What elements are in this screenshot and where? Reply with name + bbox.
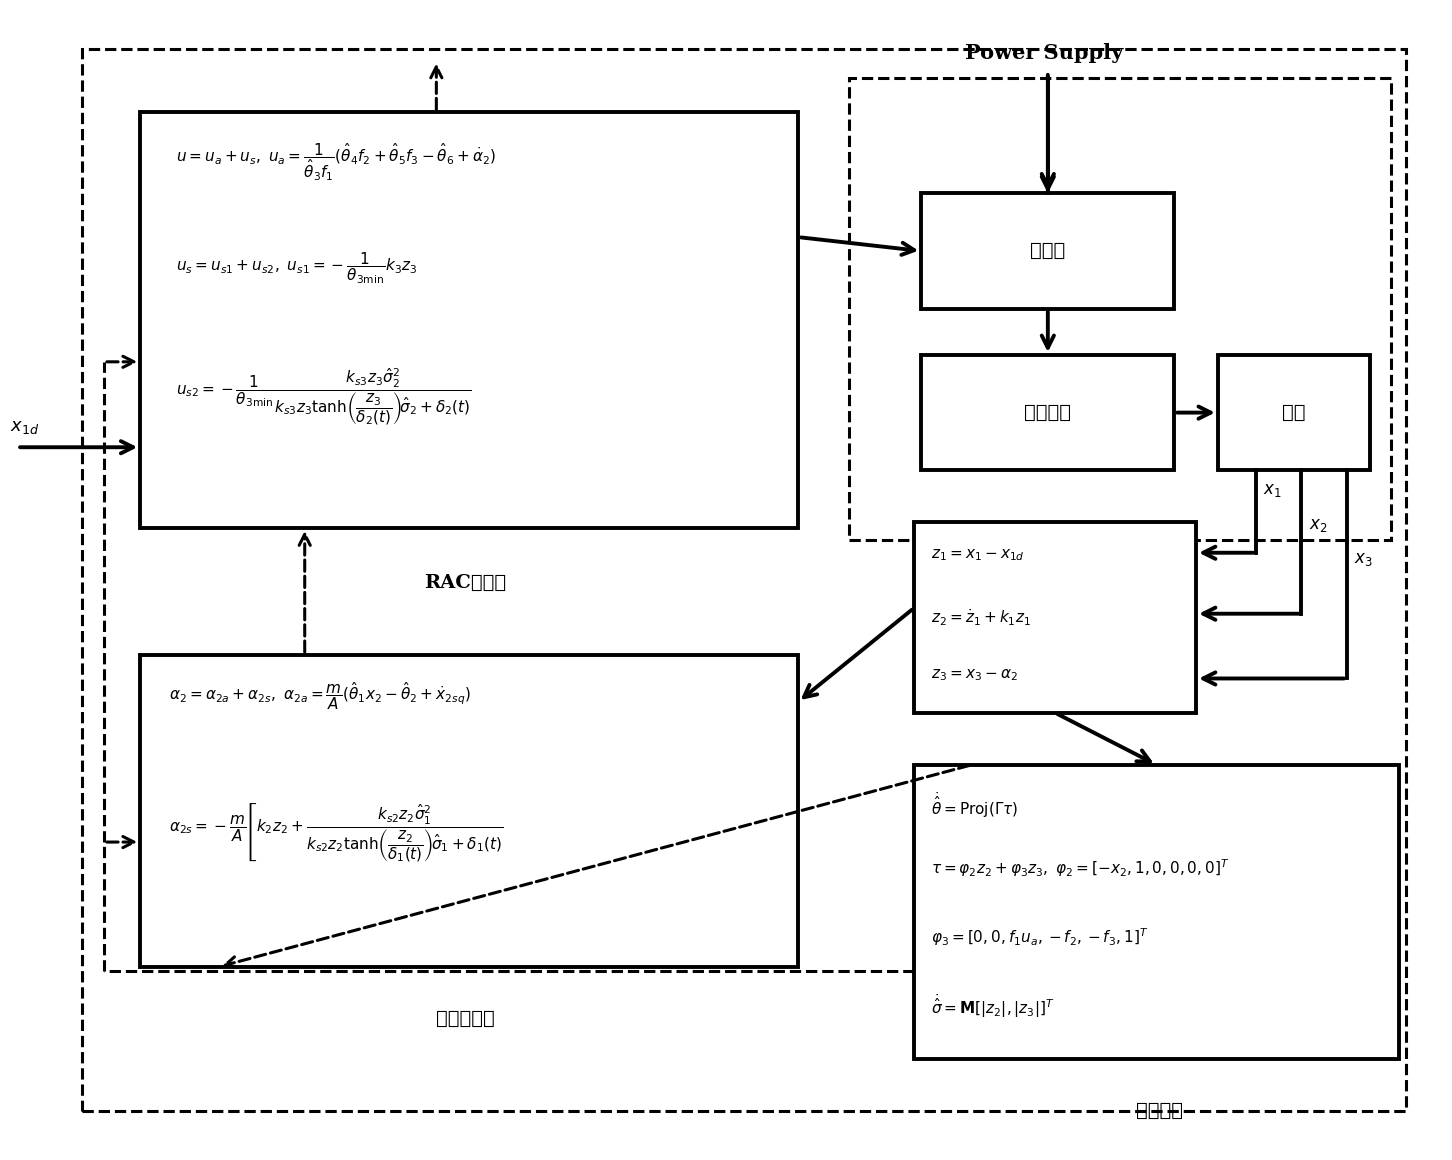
Bar	[915, 764, 1398, 1059]
Text: $\alpha_{2s} = -\dfrac{m}{A}\!\left[k_2 z_2 + \dfrac{k_{s2} z_2 \hat{\sigma}_1^2: $\alpha_{2s} = -\dfrac{m}{A}\!\left[k_2 …	[168, 802, 504, 864]
Bar	[921, 194, 1175, 309]
Text: $x_{1d}$: $x_{1d}$	[10, 418, 39, 436]
Text: $x_1$: $x_1$	[1263, 481, 1282, 499]
Bar	[141, 113, 799, 528]
Text: $u = u_a + u_s,\ u_a = \dfrac{1}{\hat{\theta}_3 f_1}(\hat{\theta}_4 f_2 + \hat{\: $u = u_a + u_s,\ u_a = \dfrac{1}{\hat{\t…	[176, 142, 497, 182]
Bar	[849, 78, 1391, 539]
Text: 负载: 负载	[1282, 404, 1305, 421]
Text: 俺服阀: 俺服阀	[1031, 242, 1066, 260]
Text: $\dot{\hat{\sigma}} = \mathbf{M}[|z_2|, |z_3|]^T$: $\dot{\hat{\sigma}} = \mathbf{M}[|z_2|, …	[931, 992, 1056, 1020]
Text: $z_3 = x_3 - \alpha_2$: $z_3 = x_3 - \alpha_2$	[931, 668, 1018, 683]
Text: $z_2 = \dot{z}_1 + k_1 z_1$: $z_2 = \dot{z}_1 + k_1 z_1$	[931, 608, 1031, 629]
Text: 虚拟控制律: 虚拟控制律	[436, 1009, 495, 1028]
Text: RAC控制器: RAC控制器	[424, 574, 507, 593]
Text: $\tau = \varphi_2 z_2 + \varphi_3 z_3,\ \varphi_2 = [-x_2, 1, 0, 0, 0, 0]^T$: $\tau = \varphi_2 z_2 + \varphi_3 z_3,\ …	[931, 857, 1230, 879]
Text: 自适应律: 自适应律	[1137, 1102, 1183, 1119]
Bar	[921, 355, 1175, 470]
Text: $u_s = u_{s1} + u_{s2},\ u_{s1} = -\dfrac{1}{\theta_{3\min}} k_3 z_3$: $u_s = u_{s1} + u_{s2},\ u_{s1} = -\dfra…	[176, 251, 418, 287]
Text: $\dot{\hat{\theta}} = \mathrm{Proj}(\Gamma \tau)$: $\dot{\hat{\theta}} = \mathrm{Proj}(\Gam…	[931, 790, 1019, 820]
Text: $\varphi_3 = [0, 0, f_1 u_a, -f_2, -f_3, 1]^T$: $\varphi_3 = [0, 0, f_1 u_a, -f_2, -f_3,…	[931, 927, 1149, 948]
Bar	[141, 655, 799, 966]
Text: $\alpha_2 = \alpha_{2a} + \alpha_{2s},\ \alpha_{2a} = \dfrac{m}{A}(\hat{\theta}_: $\alpha_2 = \alpha_{2a} + \alpha_{2s},\ …	[168, 681, 470, 712]
Bar	[1218, 355, 1369, 470]
Text: $z_1 = x_1 - x_{1d}$: $z_1 = x_1 - x_{1d}$	[931, 548, 1025, 564]
Text: 液压马达: 液压马达	[1024, 404, 1072, 421]
Text: Power Supply: Power Supply	[966, 43, 1124, 63]
Text: $u_{s2} = -\dfrac{1}{\theta_{3\min}} \dfrac{k_{s3} z_3 \hat{\sigma}_2^2}{k_{s3} : $u_{s2} = -\dfrac{1}{\theta_{3\min}} \df…	[176, 367, 472, 427]
Text: $x_3$: $x_3$	[1355, 551, 1374, 568]
Bar	[915, 522, 1196, 712]
Text: $x_2$: $x_2$	[1308, 516, 1327, 534]
